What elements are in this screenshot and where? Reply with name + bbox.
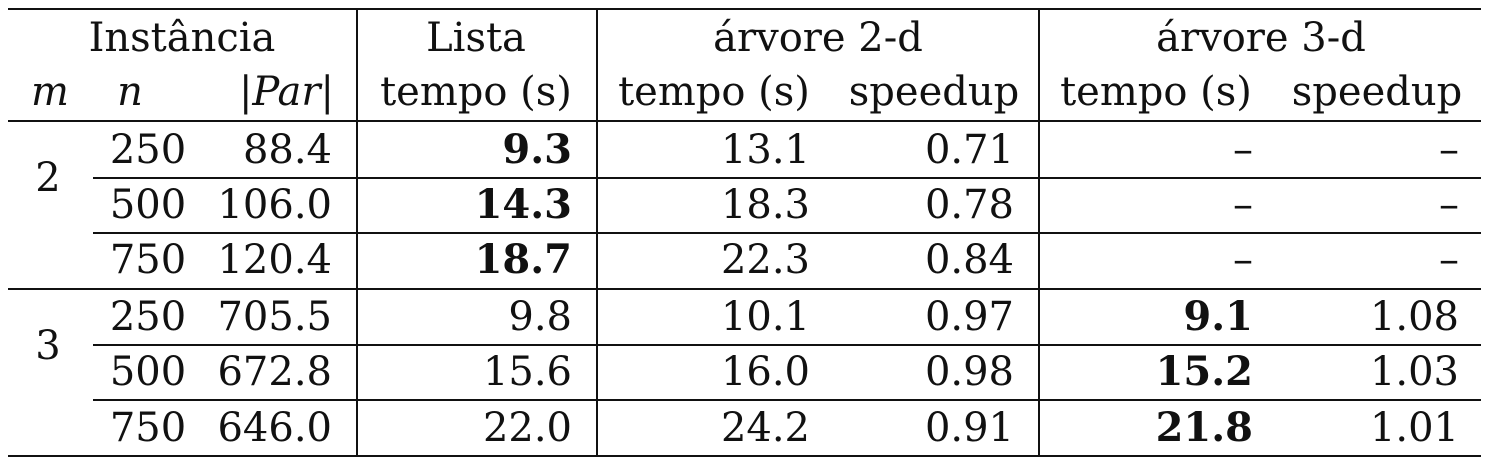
m-value: 2: [35, 155, 61, 201]
row-rule: [93, 232, 1481, 234]
column-header-par: |Par|: [238, 69, 334, 115]
column-rule: [1038, 8, 1040, 457]
lista-tempo-cell: 9.8: [508, 294, 572, 340]
lista-tempo-cell: 15.6: [482, 349, 572, 395]
par-cell: 88.4: [242, 127, 332, 173]
lista-tempo-cell: 22.0: [482, 405, 572, 451]
column-header-n: n: [117, 69, 143, 115]
group-header-arvore-3d: árvore 3-d: [1156, 15, 1366, 61]
a3-tempo-cell: 9.1: [1183, 293, 1253, 340]
row-rule: [93, 177, 1481, 179]
lista-tempo-cell: 18.7: [474, 236, 572, 283]
header-rule: [8, 120, 1481, 122]
a3-speedup-cell: 1.03: [1369, 349, 1459, 395]
block-rule: [8, 288, 1481, 290]
n-cell: 250: [109, 127, 187, 173]
bottom-rule: [8, 455, 1481, 457]
column-header-a2-speedup: speedup: [848, 69, 1020, 115]
column-header-a3-speedup: speedup: [1291, 69, 1463, 115]
a3-tempo-cell: 15.2: [1155, 348, 1253, 395]
a3-speedup-cell: –: [1439, 182, 1459, 228]
group-header-arvore-2d: árvore 2-d: [713, 15, 923, 61]
par-cell: 672.8: [217, 349, 332, 395]
a2-speedup-cell: 0.78: [924, 182, 1014, 228]
a3-speedup-cell: –: [1439, 127, 1459, 173]
a3-tempo-cell: –: [1233, 182, 1253, 228]
a3-speedup-cell: 1.08: [1369, 294, 1459, 340]
row-rule: [93, 399, 1481, 401]
m-value: 3: [35, 323, 61, 369]
a2-tempo-cell: 18.3: [720, 182, 810, 228]
a3-speedup-cell: 1.01: [1369, 405, 1459, 451]
column-rule: [596, 8, 598, 457]
lista-tempo-cell: 9.3: [502, 126, 572, 173]
a2-speedup-cell: 0.97: [924, 294, 1014, 340]
n-cell: 500: [109, 182, 187, 228]
a3-tempo-cell: –: [1233, 237, 1253, 283]
a2-tempo-cell: 16.0: [720, 349, 810, 395]
par-cell: 106.0: [217, 182, 332, 228]
column-header-m: m: [31, 69, 69, 115]
n-cell: 250: [109, 294, 187, 340]
a2-speedup-cell: 0.84: [924, 237, 1014, 283]
n-cell: 500: [109, 349, 187, 395]
group-header-instancia: Instância: [88, 15, 276, 61]
row-rule: [93, 344, 1481, 346]
column-header-a2-tempo: tempo (s): [618, 69, 810, 115]
a2-tempo-cell: 10.1: [720, 294, 810, 340]
a3-tempo-cell: –: [1233, 127, 1253, 173]
a2-tempo-cell: 13.1: [720, 127, 810, 173]
a2-tempo-cell: 22.3: [720, 237, 810, 283]
a2-speedup-cell: 0.71: [924, 127, 1014, 173]
a2-tempo-cell: 24.2: [720, 405, 810, 451]
n-cell: 750: [109, 405, 187, 451]
a3-speedup-cell: –: [1439, 237, 1459, 283]
column-header-lista-tempo: tempo (s): [380, 69, 572, 115]
n-cell: 750: [109, 237, 187, 283]
par-cell: 646.0: [217, 405, 332, 451]
par-cell: 120.4: [217, 237, 332, 283]
top-rule: [8, 8, 1481, 10]
a3-tempo-cell: 21.8: [1155, 404, 1253, 451]
column-rule: [356, 8, 358, 457]
column-header-a3-tempo: tempo (s): [1060, 69, 1252, 115]
a2-speedup-cell: 0.91: [924, 405, 1014, 451]
lista-tempo-cell: 14.3: [474, 181, 572, 228]
a2-speedup-cell: 0.98: [924, 349, 1014, 395]
group-header-lista: Lista: [426, 15, 526, 61]
par-cell: 705.5: [217, 294, 332, 340]
